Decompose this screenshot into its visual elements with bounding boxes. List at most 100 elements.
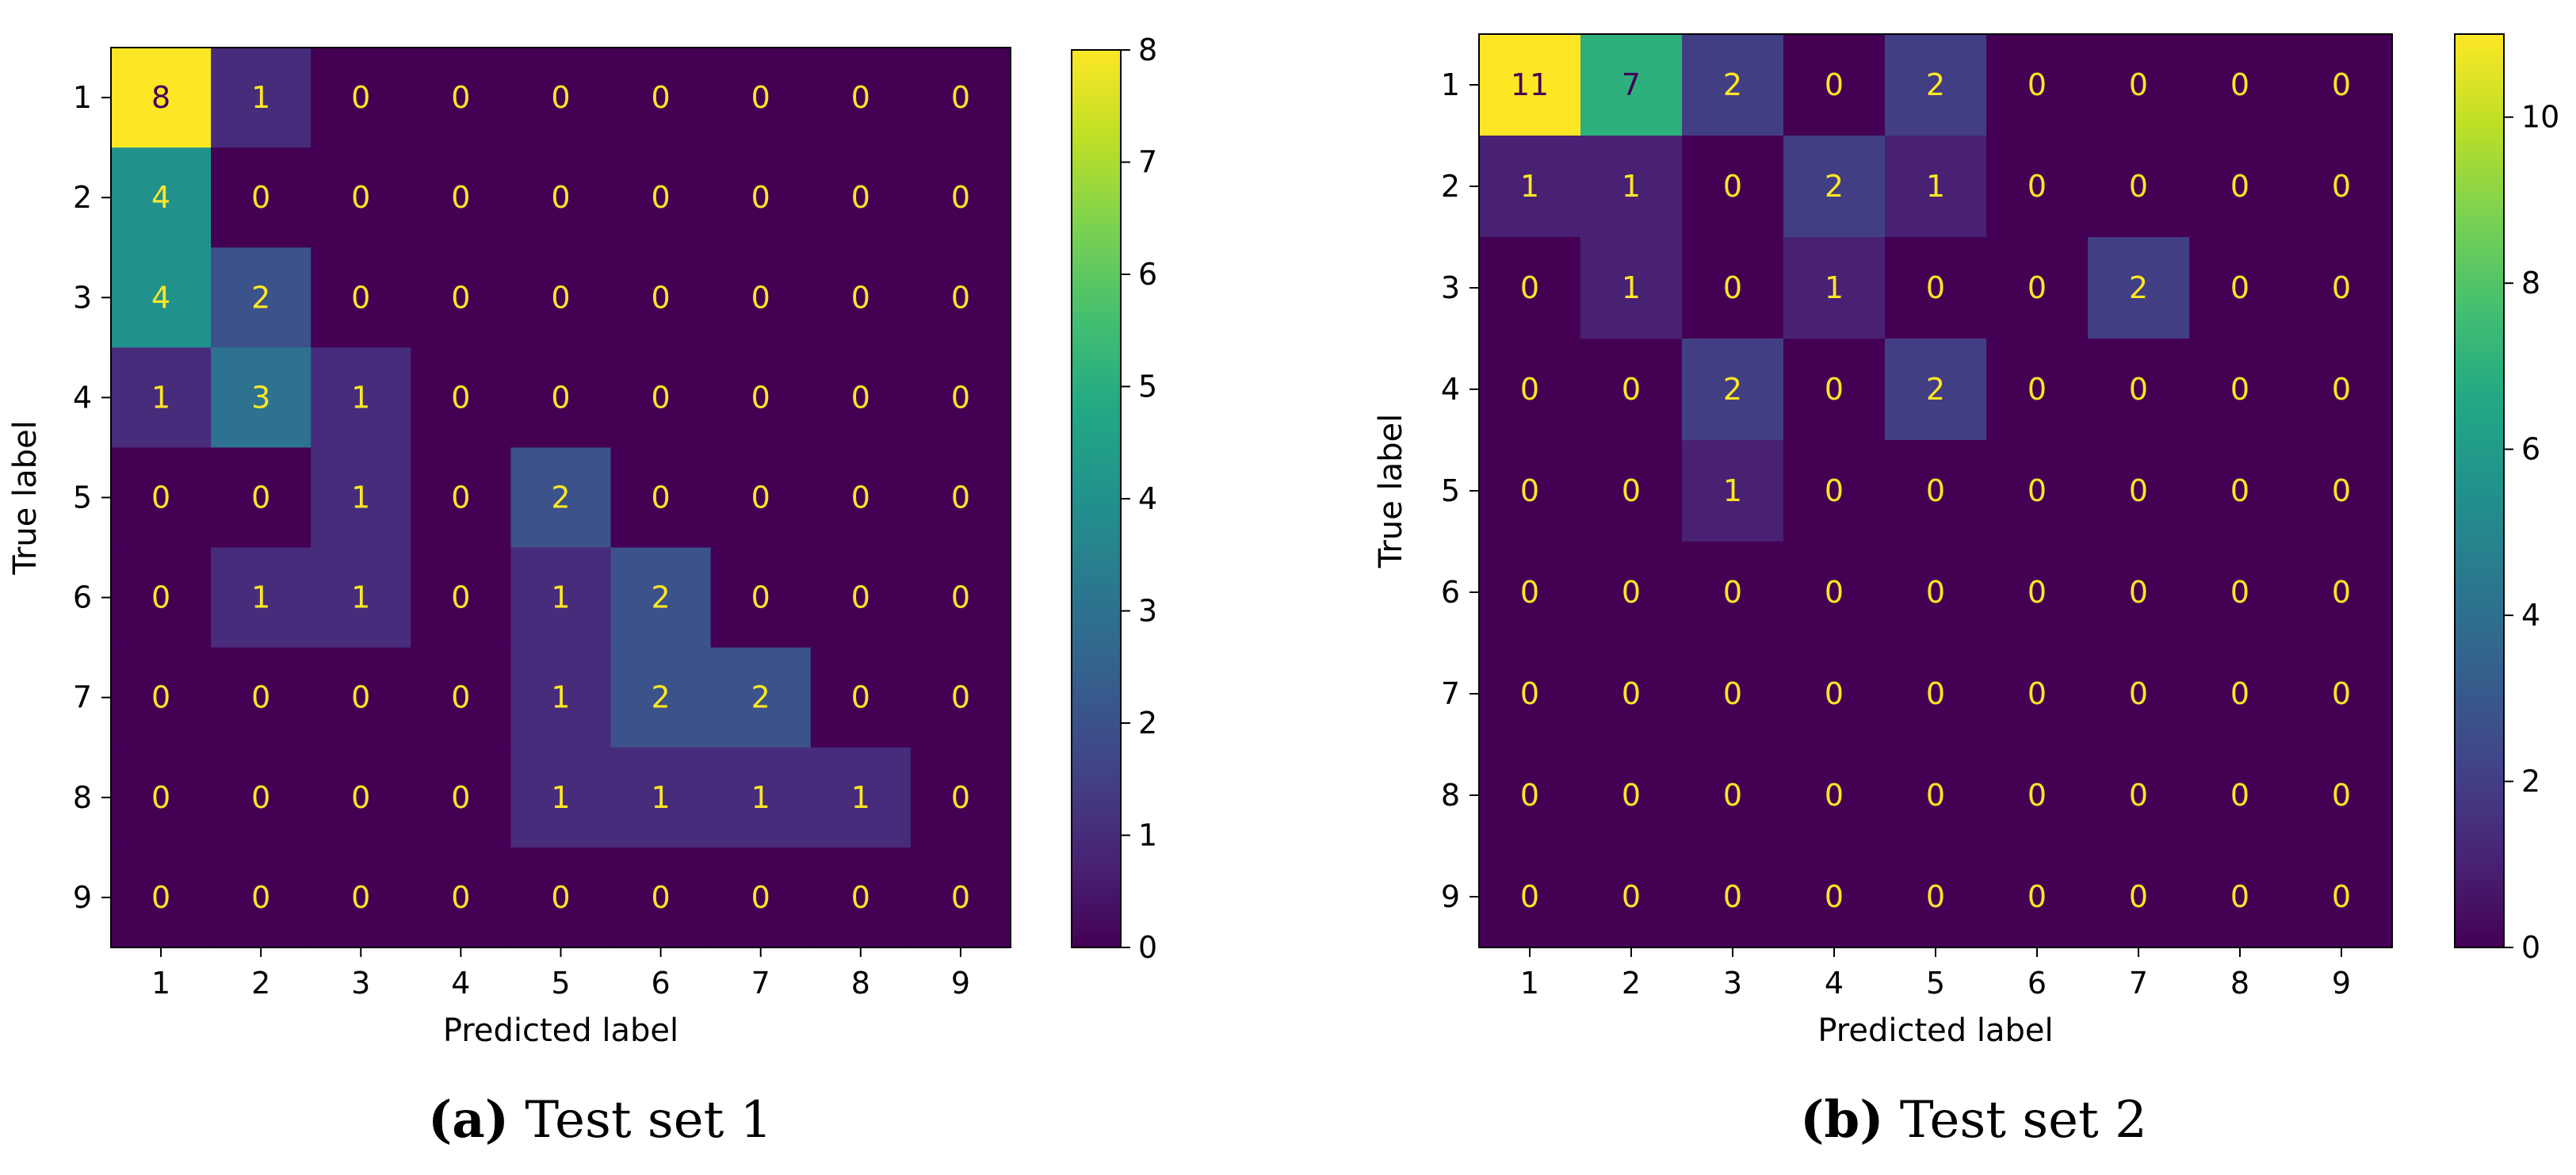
cell-r8-c4 [411,747,512,848]
x-tick-label: 4 [451,966,470,1001]
cell-r7-c1 [1479,643,1581,745]
cell-value: 0 [2028,372,2047,407]
cell-r9-c6 [610,847,712,948]
cell-value: 0 [151,780,170,815]
colorbar-tick-label: 5 [1138,369,1157,404]
cell-r8-c9 [2291,744,2393,847]
cell-r2-c6 [1986,136,2089,238]
cell-value: 0 [2129,372,2148,407]
cell-value: 0 [1825,67,1844,102]
cell-value: 0 [551,280,570,315]
x-tick-label: 9 [951,966,970,1001]
cell-value: 0 [1825,575,1844,610]
cell-value: 0 [1723,879,1742,914]
cell-r1-c6 [1986,34,2089,136]
colorbar [2454,33,2505,948]
y-tick-label: 3 [73,280,92,315]
cell-r8-c3 [1682,744,1784,847]
cell-value: 2 [1825,169,1844,204]
cell-value: 0 [851,380,870,415]
cell-r3-c2 [1580,237,1683,339]
y-tick-label: 5 [73,480,92,515]
cell-value: 0 [751,380,770,415]
cell-r2-c3 [1682,136,1784,238]
cell-value: 0 [1825,879,1844,914]
cell-r9-c5 [510,847,612,948]
cell-value: 0 [1825,372,1844,407]
caption-text-a: Test set 1 [509,1091,773,1150]
cell-value: 0 [1622,676,1641,711]
cell-value: 0 [652,80,671,115]
cell-value: 0 [951,280,970,315]
colorbar-tick-label: 0 [1138,930,1157,965]
cell-r1-c3 [1682,34,1784,136]
cell-value: 0 [2028,879,2047,914]
cell-value: 1 [251,580,270,615]
colorbar-tick-label: 1 [1138,818,1157,853]
cell-r4-c5 [1885,339,1987,441]
x-tick-label: 3 [1723,966,1742,1001]
cell-value: 0 [2129,169,2148,204]
y-tick-label: 8 [73,780,92,815]
cell-value: 0 [1520,676,1539,711]
cell-r7-c6 [1986,643,2089,745]
cell-value: 0 [2028,575,2047,610]
cell-r3-c5 [1885,237,1987,339]
cell-value: 0 [1723,676,1742,711]
x-tick-label: 9 [2332,966,2351,1001]
confusion-matrix-test-set-2: 11 7 2 0 2 0 0 0 01 1 0 2 1 0 0 0 00 1 0 1 0 0 2 0 00 0 2 0 2 0 0 0 00 0 1… [1373,33,2559,1049]
cell-r3-c4 [1783,237,1886,339]
cell-value: 0 [2028,270,2047,305]
cell-value: 0 [251,180,270,215]
cell-value: 0 [851,580,870,615]
cell-value: 0 [1825,676,1844,711]
cell-r2-c5 [510,147,612,248]
cell-value: 1 [1622,270,1641,305]
cell-r3-c9 [910,247,1011,348]
cell-value: 0 [351,280,370,315]
cell-r8-c8 [2189,744,2291,847]
x-tick-label: 1 [151,966,170,1001]
cell-r6-c8 [810,547,912,649]
cell-r5-c4 [1783,440,1886,542]
cell-r5-c9 [910,447,1011,549]
cell-value: 2 [652,680,671,715]
cell-value: 0 [2028,67,2047,102]
cell-value: 0 [2230,372,2249,407]
cell-value: 0 [2129,67,2148,102]
cell-value: 0 [351,80,370,115]
cell-r3-c3 [1682,237,1784,339]
cell-r4-c9 [2291,339,2393,441]
colorbar-tick-label: 4 [1138,481,1157,516]
cell-value: 0 [151,580,170,615]
cell-value: 0 [951,880,970,915]
cell-value: 0 [151,480,170,515]
cell-r4-c7 [710,347,812,449]
x-tick-label: 3 [351,966,370,1001]
cell-value: 0 [2028,169,2047,204]
cell-r5-c1 [111,447,212,549]
cell-r4-c5 [510,347,612,449]
cell-value: 0 [351,180,370,215]
cell-value: 0 [2028,778,2047,813]
cell-r5-c6 [610,447,712,549]
cell-r2-c8 [810,147,912,248]
cell-value: 0 [151,680,170,715]
cell-value: 0 [351,880,370,915]
cell-value: 0 [851,80,870,115]
cell-r9-c4 [1783,846,1886,948]
cell-value: 0 [751,280,770,315]
cell-r8-c5 [510,747,612,848]
cell-value: 7 [1622,67,1641,102]
cell-r9-c7 [2088,846,2190,948]
y-tick-label: 6 [1441,575,1460,610]
cell-value: 0 [2230,169,2249,204]
cell-value: 0 [2230,270,2249,305]
cell-value: 0 [1622,372,1641,407]
cell-value: 0 [851,680,870,715]
cell-value: 0 [451,280,470,315]
cell-r8-c3 [311,747,411,848]
cell-r1-c5 [510,48,612,148]
cell-r3-c3 [311,247,411,348]
cell-r2-c1 [111,147,212,248]
